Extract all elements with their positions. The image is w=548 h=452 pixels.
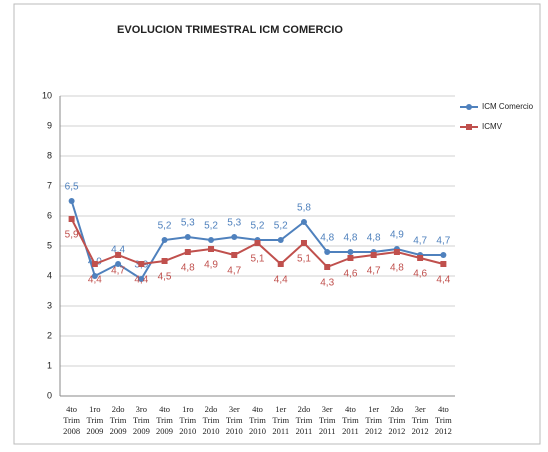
data-label: 5,2 xyxy=(158,221,172,232)
marker xyxy=(115,252,122,258)
y-tick-label: 0 xyxy=(47,390,52,400)
legend-label: ICM Comercio xyxy=(482,102,534,111)
y-tick-label: 1 xyxy=(47,360,52,370)
marker xyxy=(417,255,424,261)
legend-marker xyxy=(466,104,472,110)
marker xyxy=(91,261,98,267)
y-tick-label: 5 xyxy=(47,240,52,250)
y-tick-label: 8 xyxy=(47,150,52,160)
data-label: 4,7 xyxy=(111,266,125,277)
chart-frame xyxy=(13,3,541,445)
marker xyxy=(277,261,284,267)
data-label: 4,8 xyxy=(367,233,381,244)
x-tick-label: 3ro Trim 2009 xyxy=(132,404,150,436)
marker xyxy=(254,240,261,246)
x-tick-label: 1ro Trim 2010 xyxy=(179,404,197,436)
data-label: 4,6 xyxy=(343,269,357,280)
data-label: 4,9 xyxy=(204,260,218,271)
marker xyxy=(115,261,122,267)
data-label: 4,8 xyxy=(343,233,357,244)
marker xyxy=(300,219,307,225)
marker xyxy=(347,255,354,261)
marker xyxy=(161,237,168,243)
x-tick-label: 1er Trim 2012 xyxy=(365,404,383,436)
x-tick-label: 1ro Trim 2009 xyxy=(86,404,104,436)
data-label: 4,7 xyxy=(413,236,427,247)
y-tick-label: 7 xyxy=(47,180,52,190)
data-label: 4,4 xyxy=(88,275,102,286)
x-tick-label: 3er Trim 2012 xyxy=(411,404,429,436)
x-tick-label: 2do Trim 2011 xyxy=(295,404,313,436)
marker xyxy=(184,249,191,255)
marker xyxy=(370,252,377,258)
marker xyxy=(68,216,75,222)
data-label: 4,4 xyxy=(436,275,450,286)
x-tick-label: 4to Trim 2009 xyxy=(156,404,174,436)
data-label: 5,8 xyxy=(297,203,311,214)
x-tick-label: 4to Trim 2011 xyxy=(342,404,359,436)
x-tick-label: 4to Trim 2012 xyxy=(434,404,452,436)
data-label: 5,2 xyxy=(274,221,288,232)
marker xyxy=(231,252,238,258)
data-label: 5,3 xyxy=(227,218,241,229)
data-label: 4,8 xyxy=(181,263,195,274)
y-tick-label: 2 xyxy=(47,330,52,340)
data-label: 4,7 xyxy=(436,236,450,247)
y-tick-label: 9 xyxy=(47,120,52,130)
x-tick-label: 3er Trim 2011 xyxy=(318,404,336,436)
data-label: 5,2 xyxy=(251,221,265,232)
data-label: 5,3 xyxy=(181,218,195,229)
data-label: 5,1 xyxy=(297,254,311,265)
data-label: 4,3 xyxy=(320,278,334,289)
marker xyxy=(231,234,238,240)
x-tick-label: 1er Trim 2011 xyxy=(272,404,290,436)
marker xyxy=(324,264,331,270)
data-label: 4,4 xyxy=(134,275,148,286)
data-label: 4,7 xyxy=(227,266,241,277)
data-label: 5,1 xyxy=(251,254,265,265)
x-tick-label: 2do Trim 2009 xyxy=(109,404,127,436)
marker xyxy=(393,249,400,255)
marker xyxy=(440,252,447,258)
legend-marker xyxy=(466,124,472,130)
x-tick-label: 4to Trim 2008 xyxy=(63,404,81,436)
data-label: 4,4 xyxy=(111,245,125,256)
data-label: 4,6 xyxy=(413,269,427,280)
data-label: 4,9 xyxy=(390,230,404,241)
x-tick-label: 3er Trim 2010 xyxy=(225,404,243,436)
marker xyxy=(68,198,75,204)
data-label: 5,9 xyxy=(65,230,79,241)
data-label: 4,4 xyxy=(274,275,288,286)
data-label: 4,7 xyxy=(367,266,381,277)
x-tick-label: 4to Trim 2010 xyxy=(249,404,266,436)
legend-label: ICMV xyxy=(482,122,503,131)
data-label: 6,5 xyxy=(65,182,79,193)
marker xyxy=(208,237,215,243)
y-tick-label: 3 xyxy=(47,300,52,310)
marker xyxy=(184,234,191,240)
x-tick-label: 2do Trim 2010 xyxy=(202,404,220,436)
marker xyxy=(138,261,145,267)
data-label: 5,2 xyxy=(204,221,218,232)
data-label: 4,5 xyxy=(158,272,172,283)
marker xyxy=(208,246,215,252)
marker xyxy=(161,258,168,264)
y-tick-label: 10 xyxy=(42,90,52,100)
y-tick-label: 4 xyxy=(47,270,52,280)
x-tick-label: 2do Trim 2012 xyxy=(388,404,406,436)
marker xyxy=(324,249,331,255)
marker xyxy=(440,261,447,267)
chart-title: EVOLUCION TRIMESTRAL ICM COMERCIO xyxy=(117,24,343,36)
y-tick-label: 6 xyxy=(47,210,52,220)
marker xyxy=(347,249,354,255)
data-label: 4,8 xyxy=(390,263,404,274)
marker xyxy=(300,240,307,246)
marker xyxy=(277,237,284,243)
marker xyxy=(91,273,98,279)
data-label: 4,8 xyxy=(320,233,334,244)
marker xyxy=(138,276,145,282)
